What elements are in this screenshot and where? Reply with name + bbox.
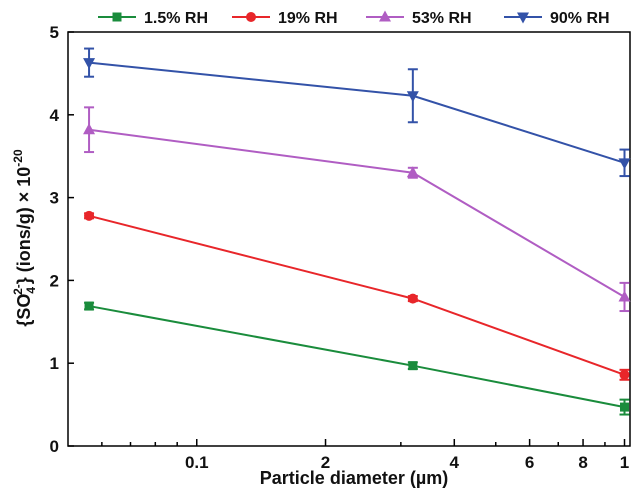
data-point xyxy=(407,293,418,304)
y-axis-title: {SO42-} (ions/g) × 10-20 xyxy=(11,149,38,327)
y-tick-label: 3 xyxy=(50,189,59,208)
data-point xyxy=(379,10,391,22)
series-layer xyxy=(83,47,631,416)
series-1-5-rh xyxy=(84,301,630,416)
x-tick-label: 2 xyxy=(321,453,330,472)
plot-frame xyxy=(67,31,631,447)
legend-item: 19% RH xyxy=(232,10,338,27)
series-line xyxy=(88,214,625,376)
legend-item: 1.5% RH xyxy=(98,10,208,27)
legend-item: 53% RH xyxy=(366,10,472,27)
axis-ticks: 0 1 2 3 4 5 0.1 2 4 6 8 1 xyxy=(50,23,630,472)
x-tick-label: 6 xyxy=(525,453,534,472)
y-tick-label: 5 xyxy=(50,23,59,42)
series-line xyxy=(88,128,626,298)
y-tick-label: 1 xyxy=(50,354,59,373)
data-point xyxy=(619,369,630,380)
series-53-rh xyxy=(83,106,631,313)
data-point xyxy=(517,12,529,24)
legend-label: 53% RH xyxy=(412,10,472,27)
x-tick-label: 1 xyxy=(620,453,629,472)
legend-label: 19% RH xyxy=(278,10,338,27)
y-tick-label: 0 xyxy=(50,437,59,456)
series-19-rh xyxy=(84,210,630,381)
x-tick-label: 8 xyxy=(578,453,587,472)
data-point xyxy=(83,58,96,70)
plot-border xyxy=(67,31,631,447)
legend-item: 90% RH xyxy=(504,10,610,27)
x-tick-label: 4 xyxy=(450,453,460,472)
data-point xyxy=(83,123,96,135)
data-point xyxy=(618,158,631,170)
y-axis-title-part: } (ions/g) × 10 xyxy=(14,167,34,285)
data-point xyxy=(620,402,630,412)
legend-label: 90% RH xyxy=(550,10,610,27)
y-axis-title-part: -20 xyxy=(11,149,25,167)
y-tick-label: 2 xyxy=(50,271,59,290)
y-axis-title-part: 2- xyxy=(11,284,25,295)
data-point xyxy=(406,91,419,103)
series-line xyxy=(88,305,625,409)
data-point xyxy=(618,290,631,302)
y-axis-title-part: 4 xyxy=(24,287,38,294)
x-tick-label: 0.1 xyxy=(185,453,209,472)
x-axis-title: Particle diameter (µm) xyxy=(260,468,448,488)
legend: 1.5% RH 19% RH 53% RH 90% RH xyxy=(98,10,610,27)
data-point xyxy=(84,210,95,221)
data-point xyxy=(112,12,122,22)
y-tick-label: 4 xyxy=(50,106,60,125)
data-point xyxy=(84,301,94,311)
series-90-rh xyxy=(83,47,631,178)
data-point xyxy=(408,361,418,371)
data-point xyxy=(246,12,256,22)
y-axis-title-part: {SO xyxy=(14,294,34,327)
series-line xyxy=(88,61,625,164)
legend-label: 1.5% RH xyxy=(144,10,208,27)
data-point xyxy=(406,166,419,178)
